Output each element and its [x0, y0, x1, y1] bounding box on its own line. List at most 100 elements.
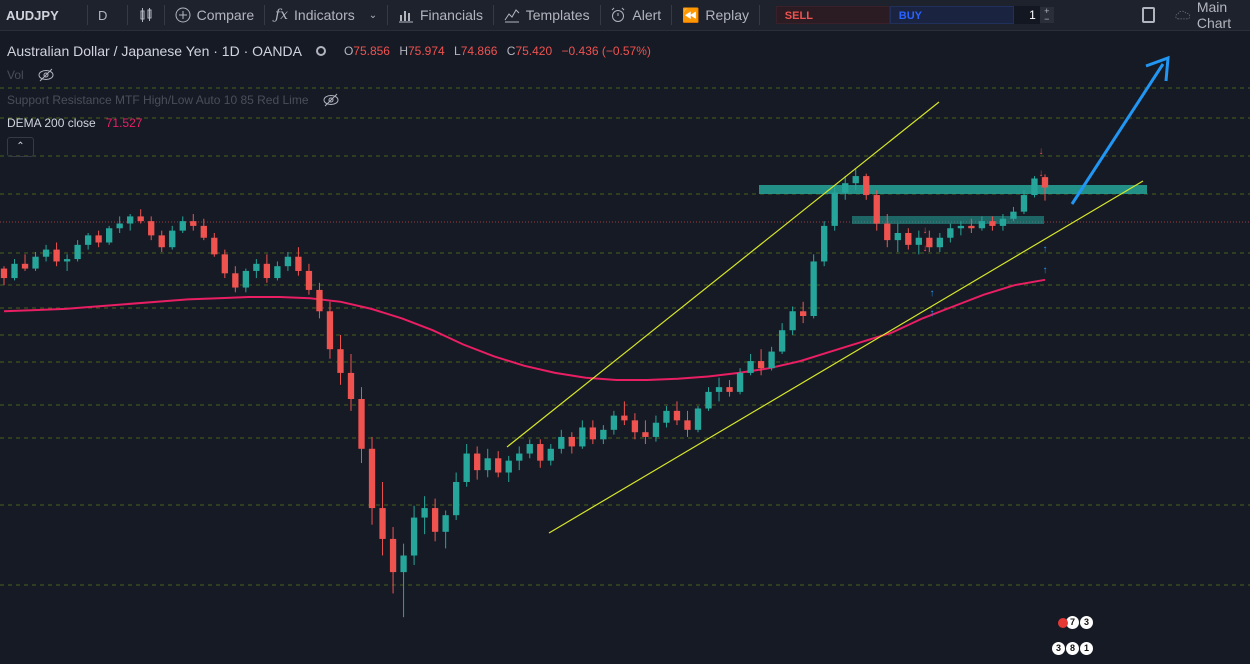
main-chart-label: Main Chart [1196, 0, 1232, 31]
event-badge[interactable]: 8 [1066, 642, 1079, 655]
alert-button[interactable]: Alert [606, 7, 665, 23]
interval-button[interactable]: D [98, 7, 108, 23]
support-resistance-legend-row[interactable]: Support Resistance MTF High/Low Auto 10 … [7, 92, 339, 108]
event-badge[interactable]: 3 [1052, 642, 1065, 655]
candle-body [137, 216, 144, 222]
replay-icon: ⏪ [681, 6, 700, 23]
compare-button[interactable]: Compare [171, 7, 259, 23]
candle-body [842, 183, 849, 193]
candle-body [978, 221, 986, 229]
open-label: O [343, 44, 354, 58]
candle-body [736, 372, 744, 392]
event-badge[interactable]: 1 [1080, 642, 1093, 655]
candle-body [158, 235, 165, 248]
candle-body [537, 444, 544, 461]
events-badges[interactable]: 7 3 3 8 1 [1044, 612, 1104, 664]
candle-body [368, 448, 376, 509]
candle-body [957, 225, 965, 229]
dema-legend-row[interactable]: DEMA 200 close 71.527 [7, 116, 142, 130]
toolbar-divider [492, 5, 494, 25]
candle-body [42, 249, 50, 257]
candle-body [63, 259, 71, 262]
volume-legend-row[interactable]: Vol [7, 67, 54, 83]
candle-body [821, 225, 828, 262]
candle-body [274, 266, 281, 279]
candle-body [757, 361, 765, 369]
sell-button[interactable]: SELL [775, 6, 890, 24]
indicators-button[interactable]: ƒx Indicators ⌄ [271, 7, 381, 23]
candle-body [474, 453, 481, 471]
layout-icon[interactable] [1141, 7, 1156, 23]
toolbar-divider [126, 5, 128, 25]
candle-body [295, 256, 302, 271]
candle-body [558, 436, 565, 449]
sr-indicator-label: Support Resistance MTF High/Low Auto 10 … [7, 93, 309, 107]
candle-body [11, 263, 18, 279]
candle-body [989, 221, 996, 226]
quantity-stepper[interactable]: + − [1039, 6, 1054, 24]
event-badge[interactable]: 3 [1080, 616, 1093, 629]
dema-label: DEMA 200 close [7, 116, 96, 130]
candle-body [873, 195, 880, 224]
eye-off-icon[interactable] [323, 92, 339, 108]
symbol-legend-row[interactable]: Australian Dollar / Japanese Yen · 1D · … [7, 43, 657, 59]
candle-body [968, 225, 975, 229]
candle-body [305, 270, 313, 290]
low-label: L [454, 44, 461, 58]
candle-body [589, 427, 597, 440]
vol-label: Vol [7, 68, 24, 82]
candle-body [116, 223, 123, 229]
quantity-field[interactable]: 1 [1013, 6, 1040, 24]
candle-body [495, 458, 502, 473]
plus-circle-icon [175, 7, 191, 23]
alert-icon [612, 7, 625, 22]
minus-icon[interactable]: − [1044, 14, 1050, 24]
dema-value: 71.527 [105, 116, 143, 130]
toolbar-divider [264, 5, 265, 25]
candle-body [694, 408, 702, 430]
candle-body [431, 508, 439, 532]
event-badge[interactable]: 7 [1066, 616, 1079, 629]
chart-type-button[interactable] [134, 7, 158, 23]
inner-zone [852, 216, 1044, 224]
replay-button[interactable]: ⏪ Replay [678, 7, 753, 24]
candle-body [547, 448, 554, 461]
candle-body [316, 289, 323, 312]
candle-body [789, 311, 796, 331]
chevron-down-icon[interactable]: ⌄ [368, 9, 378, 21]
candle-body [1020, 195, 1028, 212]
candle-body [894, 233, 901, 241]
candle-body [600, 429, 607, 440]
main-chart-button[interactable]: Main Chart [1175, 0, 1250, 31]
buy-button[interactable]: BUY [889, 6, 1014, 24]
candle-body [631, 420, 639, 433]
symbol-search-button[interactable]: AUDJPY [6, 7, 59, 23]
collapse-legend-button[interactable]: ⌃ [7, 137, 34, 157]
candle-body [463, 453, 470, 482]
toolbar-divider [599, 5, 601, 25]
candle-body [263, 263, 271, 279]
buy-signal-arrow: ↑ [930, 308, 935, 319]
sell-signal-arrow: ↓ [1039, 168, 1044, 179]
plus-icon[interactable]: + [1044, 6, 1050, 16]
financials-button[interactable]: Financials [394, 7, 487, 23]
candle-body [568, 436, 575, 447]
candle-body [389, 538, 397, 573]
change-value: −0.436 (−0.57%) [561, 44, 651, 58]
toolbar-divider [671, 5, 672, 25]
candle-body [642, 432, 649, 437]
templates-button[interactable]: Templates [500, 7, 594, 23]
trading-panel: SELL BUY 1 + − [775, 4, 1054, 26]
candle-body [74, 244, 81, 260]
candle-body [905, 233, 912, 245]
candle-body [778, 330, 786, 352]
candle-body [999, 218, 1007, 226]
eye-off-icon[interactable] [38, 67, 54, 83]
symbol-title: Australian Dollar / Japanese Yen · 1D · … [7, 43, 302, 59]
candle-body [95, 235, 102, 243]
high-label: H [399, 44, 408, 58]
open-value: 75.856 [353, 44, 390, 58]
top-toolbar: AUDJPY D Compare ƒx Indicators ⌄ Financi… [0, 0, 1250, 31]
sell-signal-arrow: ↓ [1039, 146, 1044, 157]
